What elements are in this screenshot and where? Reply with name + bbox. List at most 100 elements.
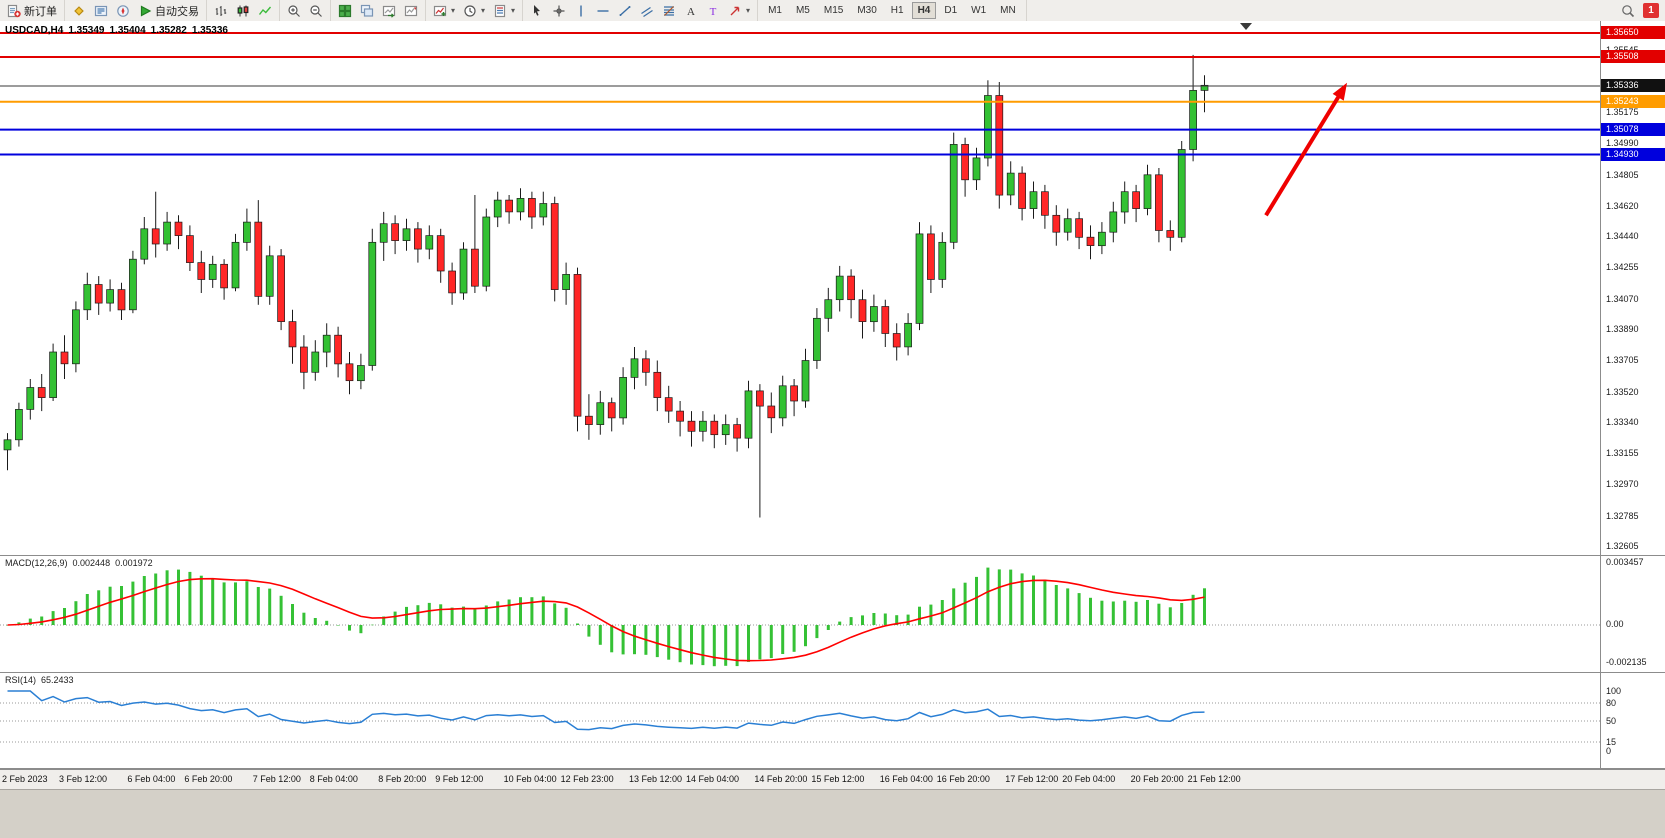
macd-canvas[interactable]	[0, 556, 1600, 673]
time-axis-label: 8 Feb 20:00	[378, 774, 427, 784]
time-axis-label: 7 Feb 12:00	[252, 774, 301, 784]
price-tick: 1.33155	[1606, 448, 1639, 459]
toolbar-group-view: 自动交易	[65, 0, 207, 21]
new-order-button[interactable]: 新订单	[3, 0, 61, 21]
arrows-button[interactable]: ▾	[724, 0, 754, 21]
macd-signal-value: 0.001972	[115, 558, 153, 568]
timeframe-h4-button[interactable]: H4	[911, 2, 937, 19]
autotrading-button[interactable]: 自动交易	[134, 0, 203, 21]
macd-axis-tick: -0.002135	[1606, 657, 1647, 667]
high-value: 1.35404	[109, 25, 146, 36]
timeframe-mn-button[interactable]: MN	[1000, 5, 1016, 16]
price-tick: 1.34070	[1606, 293, 1639, 304]
periods-icon	[463, 4, 477, 18]
autotrading-icon	[138, 4, 152, 18]
dropdown-arrow-icon: ▾	[746, 6, 751, 15]
price-tag: 1.35243	[1601, 94, 1665, 108]
zoom-out-button[interactable]	[305, 0, 327, 21]
timeframe-m5-button[interactable]: M5	[795, 5, 810, 16]
timeframe-m15-button[interactable]: M15	[823, 5, 844, 16]
price-axis[interactable]: 1.35545 1.35175 1.34990 1.34805 1.34620 1.344…	[1600, 21, 1665, 555]
channel-icon	[640, 4, 654, 18]
time-axis[interactable]: 2 Feb 2023 3 Feb 12:00 6 Feb 04:00 6 Feb 20…	[0, 769, 1665, 789]
autotrading-button-label: 自动交易	[155, 5, 199, 18]
time-axis-label: 13 Feb 12:00	[629, 774, 683, 784]
crosshair-button[interactable]	[548, 0, 570, 21]
price-tick: 1.33340	[1606, 416, 1639, 427]
zoom-in-button[interactable]	[283, 0, 305, 21]
timeframe-m1-button[interactable]: M1	[768, 5, 782, 16]
templates-button[interactable]: ▾	[489, 0, 519, 21]
timeframe-w1-button[interactable]: W1	[971, 5, 987, 16]
rsi-canvas[interactable]	[0, 673, 1600, 769]
trendline-button[interactable]	[614, 0, 636, 21]
arrows-icon	[728, 4, 742, 18]
price-tick: 1.32605	[1606, 540, 1639, 551]
candlestick-canvas[interactable]	[0, 21, 1600, 556]
timeframe-h1-button[interactable]: H1	[890, 5, 904, 16]
channel-button[interactable]	[636, 0, 658, 21]
toolbar: 新订单 自动交易 ▾ ▾ ▾ A T ▾ M1 M5 M15 M30 H1 H4 D1 W1 MN 1	[0, 0, 1665, 22]
price-tick: 1.35545	[1606, 45, 1639, 55]
macd-main-value: 0.002448	[72, 558, 111, 568]
dropdown-arrow-icon: ▾	[451, 6, 456, 15]
auto-scroll-button[interactable]	[378, 0, 400, 21]
close-value: 1.35336	[191, 25, 228, 36]
candlestick-chart-button[interactable]	[232, 0, 254, 21]
toolbar-group-chart-menus: ▾ ▾ ▾	[426, 0, 524, 21]
periods-button[interactable]: ▾	[459, 0, 489, 21]
timeframe-d1-button[interactable]: D1	[944, 5, 958, 16]
macd-axis-tick: 0.003457	[1606, 557, 1644, 567]
candles-chart-icon	[236, 4, 250, 18]
chart-shift-button[interactable]	[400, 0, 422, 21]
toolbar-group-line-studies: A T ▾	[523, 0, 759, 21]
time-axis-label: 8 Feb 04:00	[309, 774, 358, 784]
time-axis-label: 6 Feb 04:00	[127, 774, 176, 784]
indicators-button[interactable]: ▾	[429, 0, 459, 21]
price-tick: 1.34990	[1606, 138, 1639, 149]
cascade-windows-button[interactable]	[356, 0, 378, 21]
indicators-icon	[433, 4, 447, 18]
rsi-name: RSI(14)	[5, 675, 37, 685]
label-icon: T	[706, 4, 720, 18]
symbol-period-label: USDCAD,H4	[5, 25, 64, 36]
fibonacci-icon	[662, 4, 676, 18]
search-icon[interactable]	[1621, 4, 1635, 18]
navigator-button[interactable]	[112, 0, 134, 21]
text-button[interactable]: A	[680, 0, 702, 21]
cursor-icon	[530, 4, 544, 18]
rsi-panel[interactable]: RSI(14) 65.2433 100 80 50 15 0	[0, 673, 1665, 769]
chart-shift-icon	[404, 4, 418, 18]
notification-badge[interactable]: 1	[1643, 3, 1659, 18]
line-chart-button[interactable]	[254, 0, 276, 21]
cursor-button[interactable]	[526, 0, 548, 21]
time-axis-label: 16 Feb 04:00	[879, 774, 933, 784]
price-tag: 1.35508	[1601, 49, 1665, 63]
fibonacci-button[interactable]	[658, 0, 680, 21]
tile-windows-button[interactable]	[334, 0, 356, 21]
macd-axis-tick: 0.00	[1606, 619, 1624, 629]
open-value: 1.35349	[68, 25, 105, 36]
vertical-line-button[interactable]	[570, 0, 592, 21]
trendline-icon	[618, 4, 632, 18]
price-tick: 1.34440	[1606, 231, 1639, 242]
svg-text:A: A	[687, 6, 695, 18]
svg-text:T: T	[710, 6, 717, 18]
rsi-axis-tick: 80	[1606, 698, 1617, 708]
macd-panel[interactable]: MACD(12,26,9) 0.002448 0.001972 0.003457…	[0, 556, 1665, 673]
horizontal-line-button[interactable]	[592, 0, 614, 21]
time-axis-label: 17 Feb 12:00	[1005, 774, 1059, 784]
toolbar-group-zoom	[280, 0, 331, 21]
macd-axis[interactable]: 0.003457 0.00 -0.002135	[1600, 556, 1665, 672]
text-label-button[interactable]: T	[702, 0, 724, 21]
bars-chart-icon	[214, 4, 228, 18]
time-axis-label: 14 Feb 20:00	[754, 774, 808, 784]
toolbar-group-trade: 新订单	[0, 0, 65, 21]
metaeditor-button[interactable]	[68, 0, 90, 21]
timeframe-m30-button[interactable]: M30	[857, 5, 877, 16]
market-watch-button[interactable]	[90, 0, 112, 21]
bar-chart-button[interactable]	[210, 0, 232, 21]
price-chart-panel[interactable]: USDCAD,H4 1.35349 1.35404 1.35282 1.3533…	[0, 21, 1665, 556]
price-tick: 1.34255	[1606, 262, 1639, 273]
rsi-axis[interactable]: 100 80 50 15 0	[1600, 673, 1665, 768]
